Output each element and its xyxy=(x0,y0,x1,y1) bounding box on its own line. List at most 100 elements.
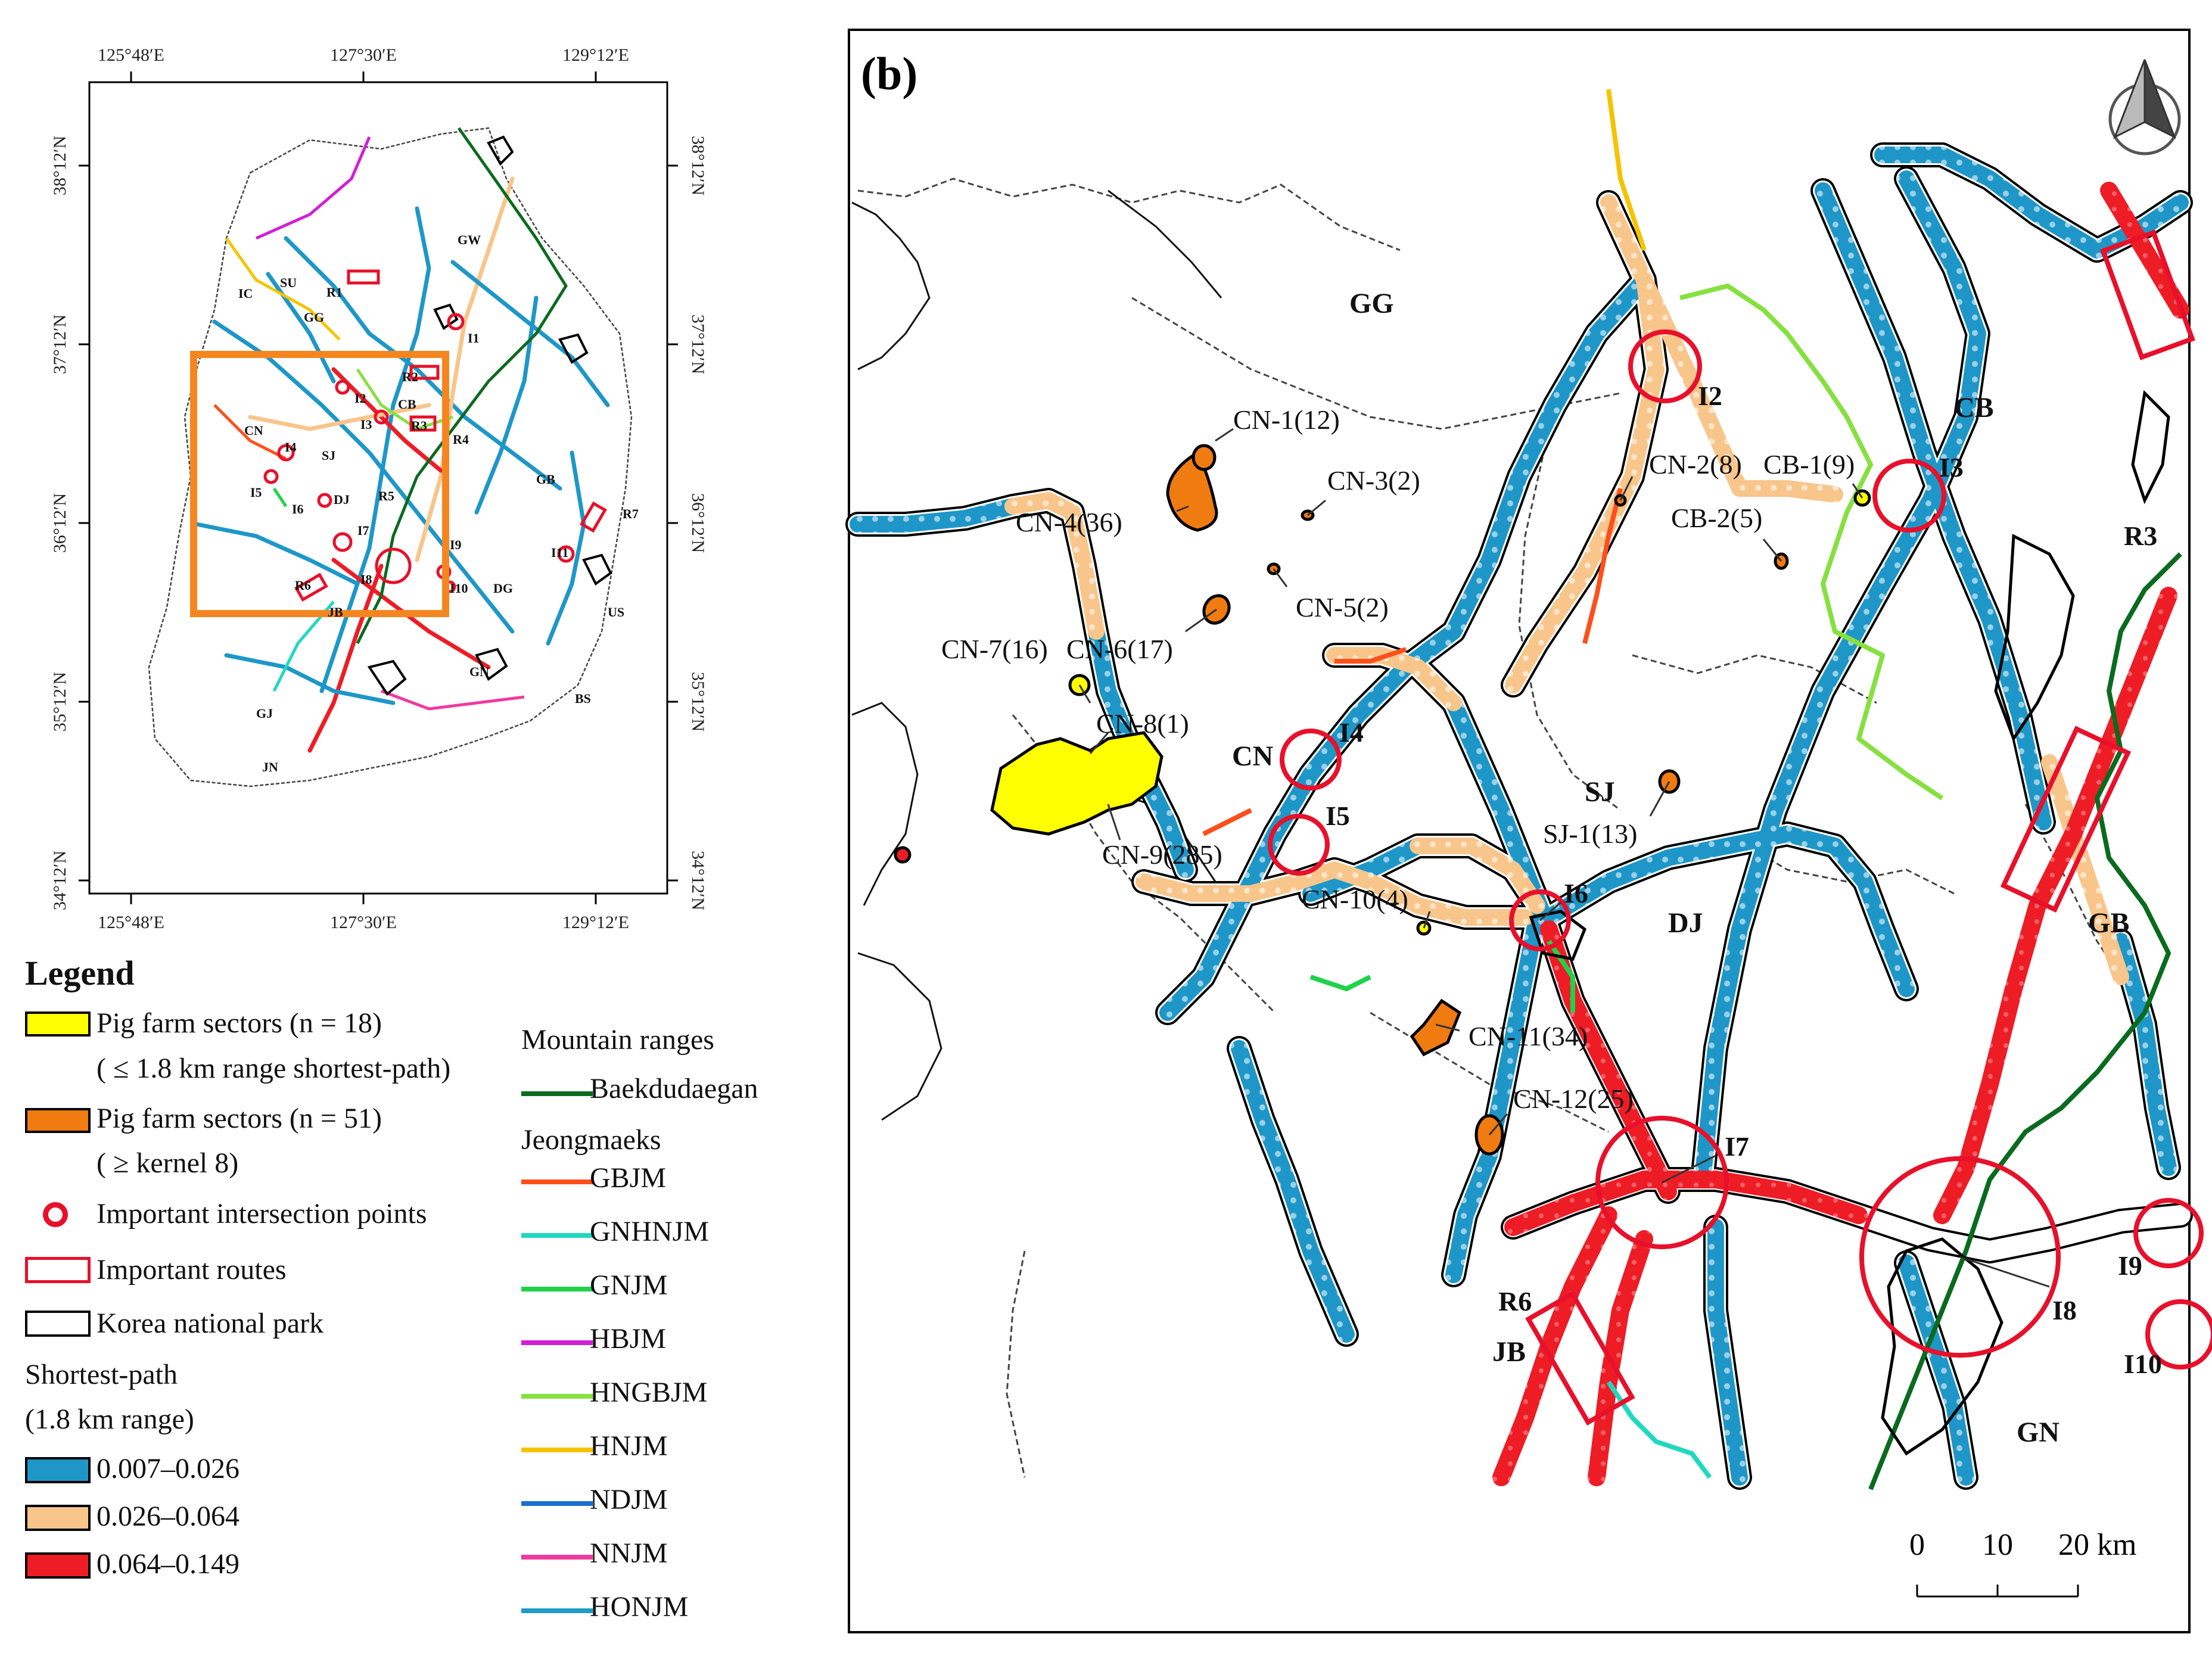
legend-line-label: HONJM xyxy=(590,1591,689,1623)
legend-class-swatch-red xyxy=(25,1552,91,1579)
overview-region-label: SU xyxy=(280,275,297,290)
overview-region-label: R1 xyxy=(326,285,343,300)
farm-label: CN-9(285) xyxy=(1102,839,1222,870)
farm-label: CN-8(1) xyxy=(1096,708,1189,739)
overview-region-label: I4 xyxy=(285,440,297,455)
legend-label: Korea national park xyxy=(97,1308,324,1339)
overview-region-label: JN xyxy=(262,760,278,774)
region-label-cb: CB xyxy=(1954,392,1994,424)
farm-label: CN-11(34) xyxy=(1469,1021,1588,1051)
legend-class-swatch-blue xyxy=(25,1457,91,1483)
left-tick-label: 37°12′N xyxy=(50,315,70,374)
legend-line-swatch xyxy=(521,1555,593,1560)
farm-label: CN-12(25) xyxy=(1513,1084,1634,1114)
scale-bar: 0 10 20 km xyxy=(1909,1528,2136,1598)
detail-map: (b) xyxy=(845,29,2212,1633)
legend-line-swatch xyxy=(521,1448,593,1452)
legend-line-label: GBJM xyxy=(590,1162,667,1194)
overview-region-label: I10 xyxy=(450,581,468,596)
overview-region-label: CN xyxy=(244,423,263,438)
legend-line-swatch xyxy=(521,1287,593,1291)
legend-swatch-orange xyxy=(25,1108,91,1133)
farm-label: CB-1(9) xyxy=(1763,449,1855,480)
overview-region-label: I8 xyxy=(360,572,372,587)
right-tick-label: 37°12′N xyxy=(688,315,708,374)
intersection-label: I3 xyxy=(1939,452,1964,483)
legend-rect-icon xyxy=(25,1257,91,1283)
study-area-box xyxy=(190,351,449,617)
legend-line-label: NNJM xyxy=(590,1537,668,1569)
intersection-label: I4 xyxy=(1339,717,1364,748)
overview-region-label: GN xyxy=(469,664,489,679)
overview-region-label: I11 xyxy=(551,545,568,560)
farm-label: CB-2(5) xyxy=(1671,503,1762,533)
farm-label: SJ-1(13) xyxy=(1543,818,1637,849)
overview-region-label: JB xyxy=(328,605,343,620)
overview-region-label: I1 xyxy=(468,331,480,346)
intersection-label: I5 xyxy=(1326,801,1350,831)
intersection-label: I8 xyxy=(2052,1295,2077,1325)
legend-line-swatch xyxy=(521,1608,593,1613)
overview-region-label: IC xyxy=(238,286,253,301)
top-tick-label: 129°12′E xyxy=(562,45,629,65)
overview-region-label: R7 xyxy=(623,506,639,521)
overview-region-label: DG xyxy=(493,581,513,596)
legend-heading: Jeongmaeks xyxy=(521,1124,661,1156)
north-arrow-icon xyxy=(2108,59,2181,155)
right-tick-label: 35°12′N xyxy=(688,672,708,732)
overview-region-label: I2 xyxy=(354,391,366,406)
legend-label: Important intersection points xyxy=(97,1198,427,1230)
overview-region-label: BS xyxy=(575,691,591,706)
scale-tick-label: 10 xyxy=(1982,1528,2013,1562)
farm-label: CN-10(4) xyxy=(1302,884,1408,914)
left-tick-label: 34°12′N xyxy=(50,851,70,910)
overview-region-label: R5 xyxy=(378,488,394,503)
overview-region-label: I6 xyxy=(292,502,304,516)
overview-region-label: I7 xyxy=(357,523,369,538)
legend-title: Legend xyxy=(25,954,135,992)
legend-line-swatch xyxy=(521,1394,593,1399)
overview-region-label: I9 xyxy=(450,537,462,552)
korea-outline xyxy=(148,127,633,788)
left-tick-label: 36°12′N xyxy=(50,493,70,553)
overview-region-label: GJ xyxy=(256,706,273,721)
right-tick-label: 34°12′N xyxy=(688,851,708,910)
legend-line-label: HNJM xyxy=(590,1430,668,1462)
legend-line-label: GNHNJM xyxy=(590,1216,710,1247)
overview-region-label: R2 xyxy=(402,369,418,384)
farm-label: CN-3(2) xyxy=(1327,465,1420,496)
region-label-dj: DJ xyxy=(1668,907,1703,939)
legend-line-swatch xyxy=(521,1340,593,1345)
legend-class-label: 0.026–0.064 xyxy=(97,1501,239,1532)
region-label-gb: GB xyxy=(2088,907,2129,939)
overview-map: 125°48′E 127°30′E 129°12′E 125°48′E 127°… xyxy=(50,45,708,932)
bottom-tick-label: 125°48′E xyxy=(98,913,164,932)
left-tick-label: 38°12′N xyxy=(50,136,70,195)
route-label: R3 xyxy=(2124,521,2157,551)
bottom-tick-label: 129°12′E xyxy=(562,913,629,932)
overview-region-label: I3 xyxy=(360,417,372,432)
legend-label: Pig farm sectors (n = 18) xyxy=(97,1007,382,1039)
overview-region-label: GG xyxy=(304,310,324,325)
intersection-label: I9 xyxy=(2118,1250,2142,1281)
legend-line-swatch xyxy=(521,1233,593,1238)
route-label: R6 xyxy=(1498,1286,1532,1316)
legend-label: Important routes xyxy=(97,1254,287,1286)
overview-region-label: R3 xyxy=(411,418,427,433)
bottom-tick-label: 127°30′E xyxy=(330,913,397,932)
legend-line-label: Baekdudaegan xyxy=(590,1073,758,1104)
legend-sublabel: ( ≤ 1.8 km range shortest-path) xyxy=(97,1053,451,1084)
intersection-label: I10 xyxy=(2124,1349,2162,1379)
overview-region-label: SJ xyxy=(322,448,335,463)
intersection-label: I2 xyxy=(1698,381,1722,411)
legend-line-label: GNJM xyxy=(590,1269,668,1301)
legend-heading: Mountain ranges xyxy=(521,1024,714,1056)
legend-heading: (1.8 km range) xyxy=(25,1403,194,1435)
legend-line-label: HBJM xyxy=(590,1323,667,1355)
intersection-label: I6 xyxy=(1564,878,1588,908)
scale-tick-label: 0 xyxy=(1909,1528,1925,1562)
overview-region-label: US xyxy=(608,605,624,620)
overview-region-label: DJ xyxy=(334,492,350,507)
legend-circle-icon xyxy=(43,1202,68,1227)
